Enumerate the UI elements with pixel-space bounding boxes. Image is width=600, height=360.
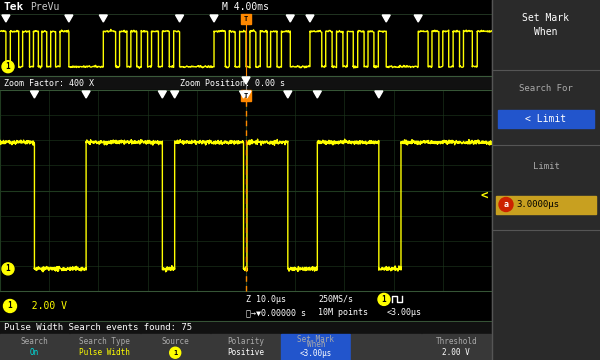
Polygon shape bbox=[286, 15, 294, 22]
Bar bbox=[0, 14, 492, 76]
Text: M 4.00ms: M 4.00ms bbox=[223, 2, 269, 12]
Text: <3.00μs: <3.00μs bbox=[299, 349, 332, 358]
Bar bbox=[0, 0, 492, 14]
Text: 1: 1 bbox=[5, 62, 10, 71]
Bar bbox=[0, 76, 492, 90]
Text: Zoom Position: 0.00 s: Zoom Position: 0.00 s bbox=[180, 78, 285, 87]
Text: a: a bbox=[503, 200, 509, 209]
Bar bbox=[0, 334, 69, 360]
Text: 1: 1 bbox=[173, 350, 178, 356]
Text: T: T bbox=[244, 93, 248, 99]
Polygon shape bbox=[375, 91, 383, 98]
Bar bbox=[0, 321, 492, 334]
Bar bbox=[492, 70, 600, 145]
Text: <: < bbox=[481, 189, 488, 202]
Text: Set Mark: Set Mark bbox=[523, 13, 569, 23]
Bar bbox=[241, 14, 251, 24]
Bar bbox=[140, 334, 210, 360]
Polygon shape bbox=[31, 91, 38, 98]
Polygon shape bbox=[65, 15, 73, 22]
Polygon shape bbox=[242, 77, 250, 84]
Text: < Limit: < Limit bbox=[526, 114, 566, 124]
Bar bbox=[492, 145, 600, 230]
Polygon shape bbox=[313, 91, 322, 98]
Text: Positive: Positive bbox=[227, 348, 264, 357]
Text: 1: 1 bbox=[8, 302, 13, 310]
Text: Zoom Factor: 400 X: Zoom Factor: 400 X bbox=[4, 78, 94, 87]
Polygon shape bbox=[100, 15, 107, 22]
Text: Source: Source bbox=[161, 337, 189, 346]
Text: <3.00μs: <3.00μs bbox=[387, 308, 422, 317]
Polygon shape bbox=[243, 91, 251, 98]
Text: When: When bbox=[307, 341, 325, 350]
Text: Search For: Search For bbox=[519, 84, 573, 93]
Polygon shape bbox=[2, 15, 10, 22]
Bar bbox=[422, 334, 491, 360]
Polygon shape bbox=[82, 91, 90, 98]
Polygon shape bbox=[210, 15, 218, 22]
Bar bbox=[0, 291, 492, 321]
Text: Limit: Limit bbox=[533, 162, 559, 171]
Polygon shape bbox=[382, 15, 390, 22]
Text: 10M points: 10M points bbox=[318, 308, 368, 317]
Circle shape bbox=[4, 300, 17, 312]
Text: PreVu: PreVu bbox=[30, 2, 59, 12]
Bar bbox=[352, 334, 421, 360]
Bar bbox=[281, 334, 350, 360]
Text: Pulse Width: Pulse Width bbox=[79, 348, 130, 357]
Polygon shape bbox=[284, 91, 292, 98]
Text: Tek: Tek bbox=[3, 2, 23, 12]
Text: Pulse Width Search events found: 75: Pulse Width Search events found: 75 bbox=[4, 323, 192, 332]
Bar bbox=[211, 334, 280, 360]
Polygon shape bbox=[414, 15, 422, 22]
Text: Search: Search bbox=[21, 337, 49, 346]
Circle shape bbox=[2, 61, 14, 73]
Polygon shape bbox=[158, 91, 166, 98]
Text: 2.00 V: 2.00 V bbox=[442, 348, 470, 357]
Bar bbox=[496, 195, 596, 213]
Bar bbox=[241, 90, 251, 101]
Bar bbox=[492, 0, 600, 360]
Polygon shape bbox=[306, 15, 314, 22]
Polygon shape bbox=[176, 15, 184, 22]
Circle shape bbox=[2, 263, 14, 275]
Bar bbox=[70, 334, 140, 360]
Text: 1: 1 bbox=[382, 295, 386, 304]
Text: Z 10.0μs: Z 10.0μs bbox=[246, 295, 286, 304]
Text: 1: 1 bbox=[5, 264, 10, 273]
Circle shape bbox=[378, 293, 390, 305]
Text: 3.0000μs: 3.0000μs bbox=[516, 200, 559, 209]
Bar bbox=[492, 0, 600, 70]
Text: 2.00 V: 2.00 V bbox=[20, 301, 67, 311]
Text: Set Mark: Set Mark bbox=[297, 335, 334, 344]
Text: Polarity: Polarity bbox=[227, 337, 264, 346]
Text: On: On bbox=[30, 348, 39, 357]
Text: Search Type: Search Type bbox=[79, 337, 130, 346]
Text: 250MS/s: 250MS/s bbox=[318, 295, 353, 304]
Circle shape bbox=[499, 198, 513, 211]
Bar bbox=[0, 90, 492, 291]
Polygon shape bbox=[239, 91, 248, 98]
Text: ①→▼0.00000 s: ①→▼0.00000 s bbox=[246, 308, 306, 317]
Circle shape bbox=[170, 347, 181, 358]
Text: When: When bbox=[534, 27, 558, 37]
Bar bbox=[492, 230, 600, 360]
Polygon shape bbox=[170, 91, 179, 98]
Bar bbox=[498, 110, 594, 128]
Text: Threshold: Threshold bbox=[436, 337, 477, 346]
Text: T: T bbox=[244, 16, 248, 22]
